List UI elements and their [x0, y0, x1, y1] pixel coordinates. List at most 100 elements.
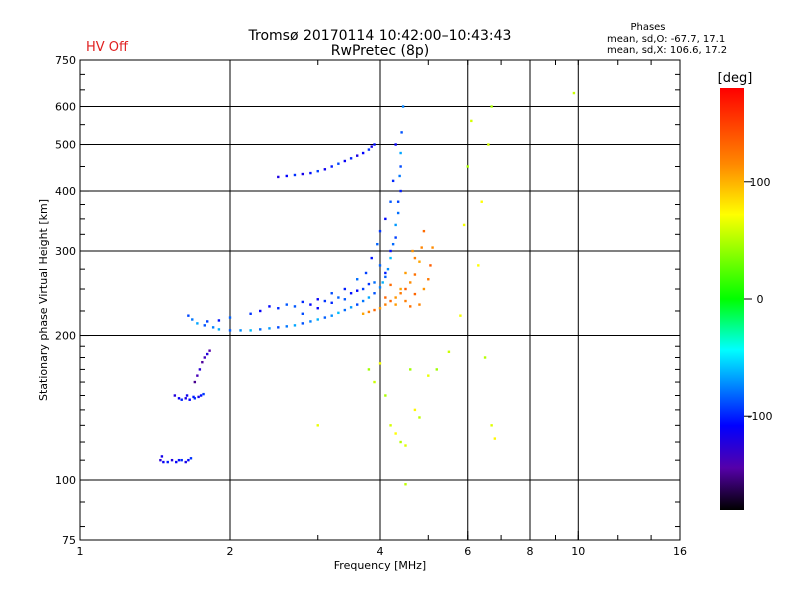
data-point: [285, 303, 288, 306]
data-point: [409, 281, 412, 284]
data-point: [490, 424, 493, 427]
data-point: [490, 105, 493, 108]
data-point: [355, 303, 359, 306]
data-point: [330, 301, 333, 305]
data-point: [205, 352, 209, 356]
data-point: [361, 151, 365, 155]
data-point: [285, 325, 288, 328]
data-point: [249, 329, 252, 332]
data-point: [431, 246, 434, 249]
data-point: [309, 171, 312, 175]
colorbar-ticks: 100 0 -100: [744, 176, 772, 423]
data-point: [373, 143, 376, 146]
data-point: [337, 311, 340, 315]
data-point: [201, 360, 204, 364]
data-point: [361, 287, 365, 291]
data-point: [389, 256, 392, 260]
y-tick-label: 400: [55, 185, 76, 198]
data-point: [378, 307, 382, 310]
y-axis-label: Stationary phase Virtual Height [km]: [37, 199, 50, 401]
data-point: [404, 483, 407, 486]
data-point: [361, 299, 365, 303]
data-point: [217, 328, 221, 331]
data-point: [384, 275, 387, 279]
data-point: [162, 460, 165, 464]
data-point: [373, 308, 376, 312]
data-point: [249, 312, 252, 315]
data-point: [301, 322, 305, 325]
data-point: [191, 318, 194, 321]
data-point: [184, 460, 187, 464]
data-point: [330, 314, 333, 317]
data-point: [177, 458, 181, 462]
data-point: [184, 397, 187, 400]
data-point: [399, 151, 402, 155]
data-point: [355, 289, 359, 292]
data-point: [367, 148, 371, 151]
data-point: [373, 281, 376, 284]
data-point: [384, 271, 387, 275]
data-point: [418, 303, 421, 306]
y-tick-label: 750: [55, 54, 76, 67]
data-point: [422, 287, 426, 291]
data-point: [389, 299, 392, 303]
data-point: [409, 305, 412, 308]
data-point: [343, 298, 347, 301]
data-point: [160, 455, 164, 458]
data-point: [394, 143, 397, 146]
data-point: [239, 329, 242, 332]
data-point: [427, 374, 430, 377]
data-point: [330, 292, 333, 295]
data-point: [196, 374, 199, 377]
data-point: [373, 292, 376, 295]
data-point: [268, 305, 271, 308]
x-axis-label: Frequency [MHz]: [334, 559, 426, 572]
data-point: [384, 296, 387, 299]
data-point: [466, 165, 469, 168]
y-tick-label: 100: [55, 474, 76, 487]
data-point: [399, 292, 402, 295]
data-point: [394, 432, 397, 435]
data-point: [483, 356, 487, 359]
data-point: [477, 264, 480, 267]
data-point: [355, 154, 359, 157]
data-point: [378, 286, 382, 289]
data-point: [277, 307, 280, 310]
data-point: [370, 145, 373, 148]
data-point: [413, 408, 417, 412]
phase-o-stats: mean, sd,O: -67.7, 17.1: [607, 34, 725, 45]
data-point: [323, 316, 327, 319]
tick-layer: 1 2 4 6 8 10 16 75 100 200 300 400 500 600 750: [55, 54, 687, 558]
data-point: [188, 398, 191, 401]
data-point: [413, 256, 417, 260]
x-tick-label: 2: [227, 545, 234, 558]
data-point: [389, 200, 392, 203]
data-point: [367, 310, 371, 314]
hv-status: HV Off: [86, 40, 129, 55]
data-point: [370, 256, 373, 260]
data-point: [349, 157, 353, 160]
data-point: [386, 267, 390, 271]
data-point: [159, 458, 162, 462]
data-point: [228, 329, 232, 332]
data-point: [409, 368, 412, 371]
data-point: [413, 292, 417, 296]
data-point: [394, 303, 397, 306]
data-point: [309, 320, 312, 323]
data-point: [203, 356, 206, 359]
data-point: [572, 91, 576, 95]
data-point: [367, 368, 371, 371]
data-point: [396, 200, 400, 203]
data-point: [316, 424, 319, 427]
data-point: [187, 458, 190, 462]
data-point: [391, 179, 395, 183]
data-point: [343, 308, 347, 312]
data-point: [394, 236, 397, 239]
data-point: [323, 168, 327, 171]
y-tick-label: 500: [55, 139, 76, 152]
data-point: [293, 173, 297, 177]
data-point: [373, 380, 376, 384]
data-point: [487, 143, 490, 146]
data-point: [355, 278, 359, 281]
phase-x-stats: mean, sd,X: 106.6, 17.2: [607, 45, 727, 56]
